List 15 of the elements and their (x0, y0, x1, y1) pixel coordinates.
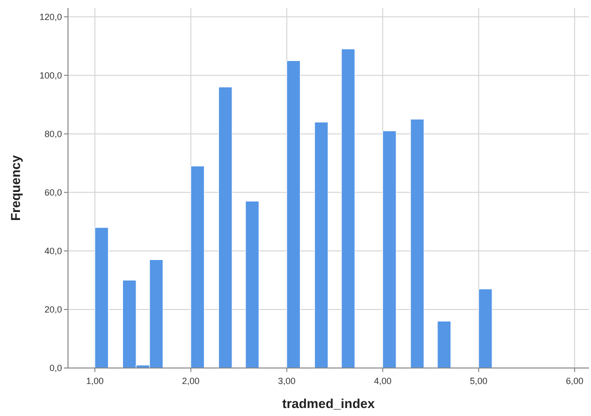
x-axis-title: tradmed_index (282, 396, 376, 411)
y-tick-label: 60,0 (44, 187, 62, 198)
y-tick-label: 40,0 (44, 246, 62, 256)
y-tick-label: 100,0 (39, 70, 62, 80)
y-axis-title: Frequency (8, 154, 23, 221)
x-tick-label: 2,00 (182, 376, 200, 386)
y-tick-label: 80,0 (44, 128, 62, 139)
x-tick-label: 1,00 (86, 376, 104, 386)
x-tick-label: 4,00 (374, 376, 392, 386)
x-tick-label: 3,00 (278, 376, 296, 386)
x-tick-label: 6,00 (566, 376, 584, 386)
y-tick-label: 0,0 (49, 363, 62, 373)
x-tick-label: 5,00 (470, 376, 488, 386)
y-tick-label: 20,0 (44, 304, 62, 314)
y-tick-label: 120,0 (39, 12, 62, 22)
